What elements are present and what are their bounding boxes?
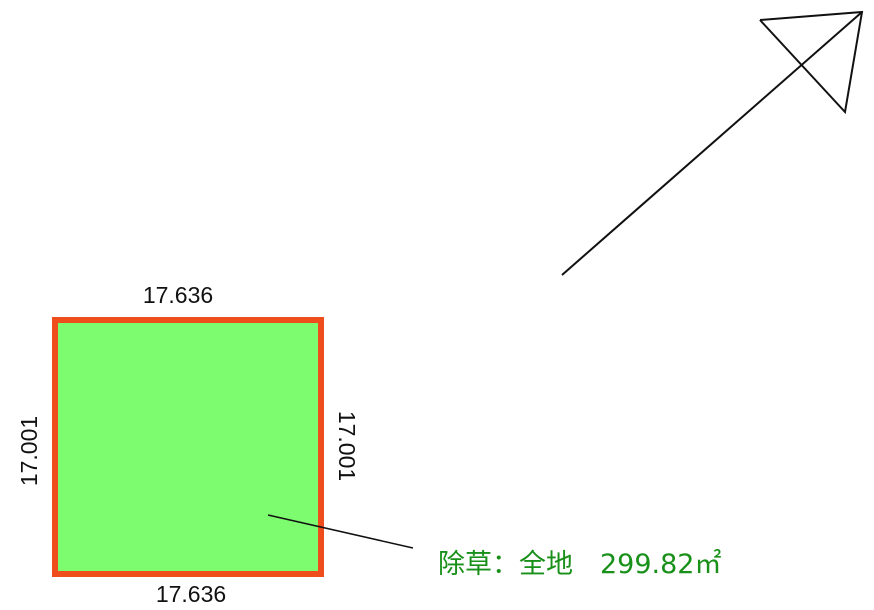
dimension-left: 17.001 [16,416,42,486]
north-arrow-shaft [561,11,863,276]
weeding-annotation: 除草：全地 299.82㎡ [438,549,721,580]
dimension-bottom: 17.636 [156,581,226,607]
dimension-top: 17.636 [143,282,213,308]
north-arrow-icon [561,10,864,276]
land-parcel [52,317,324,577]
north-arrow-head [759,10,864,115]
dimension-right: 17.001 [334,411,360,481]
leader-line [267,514,414,549]
